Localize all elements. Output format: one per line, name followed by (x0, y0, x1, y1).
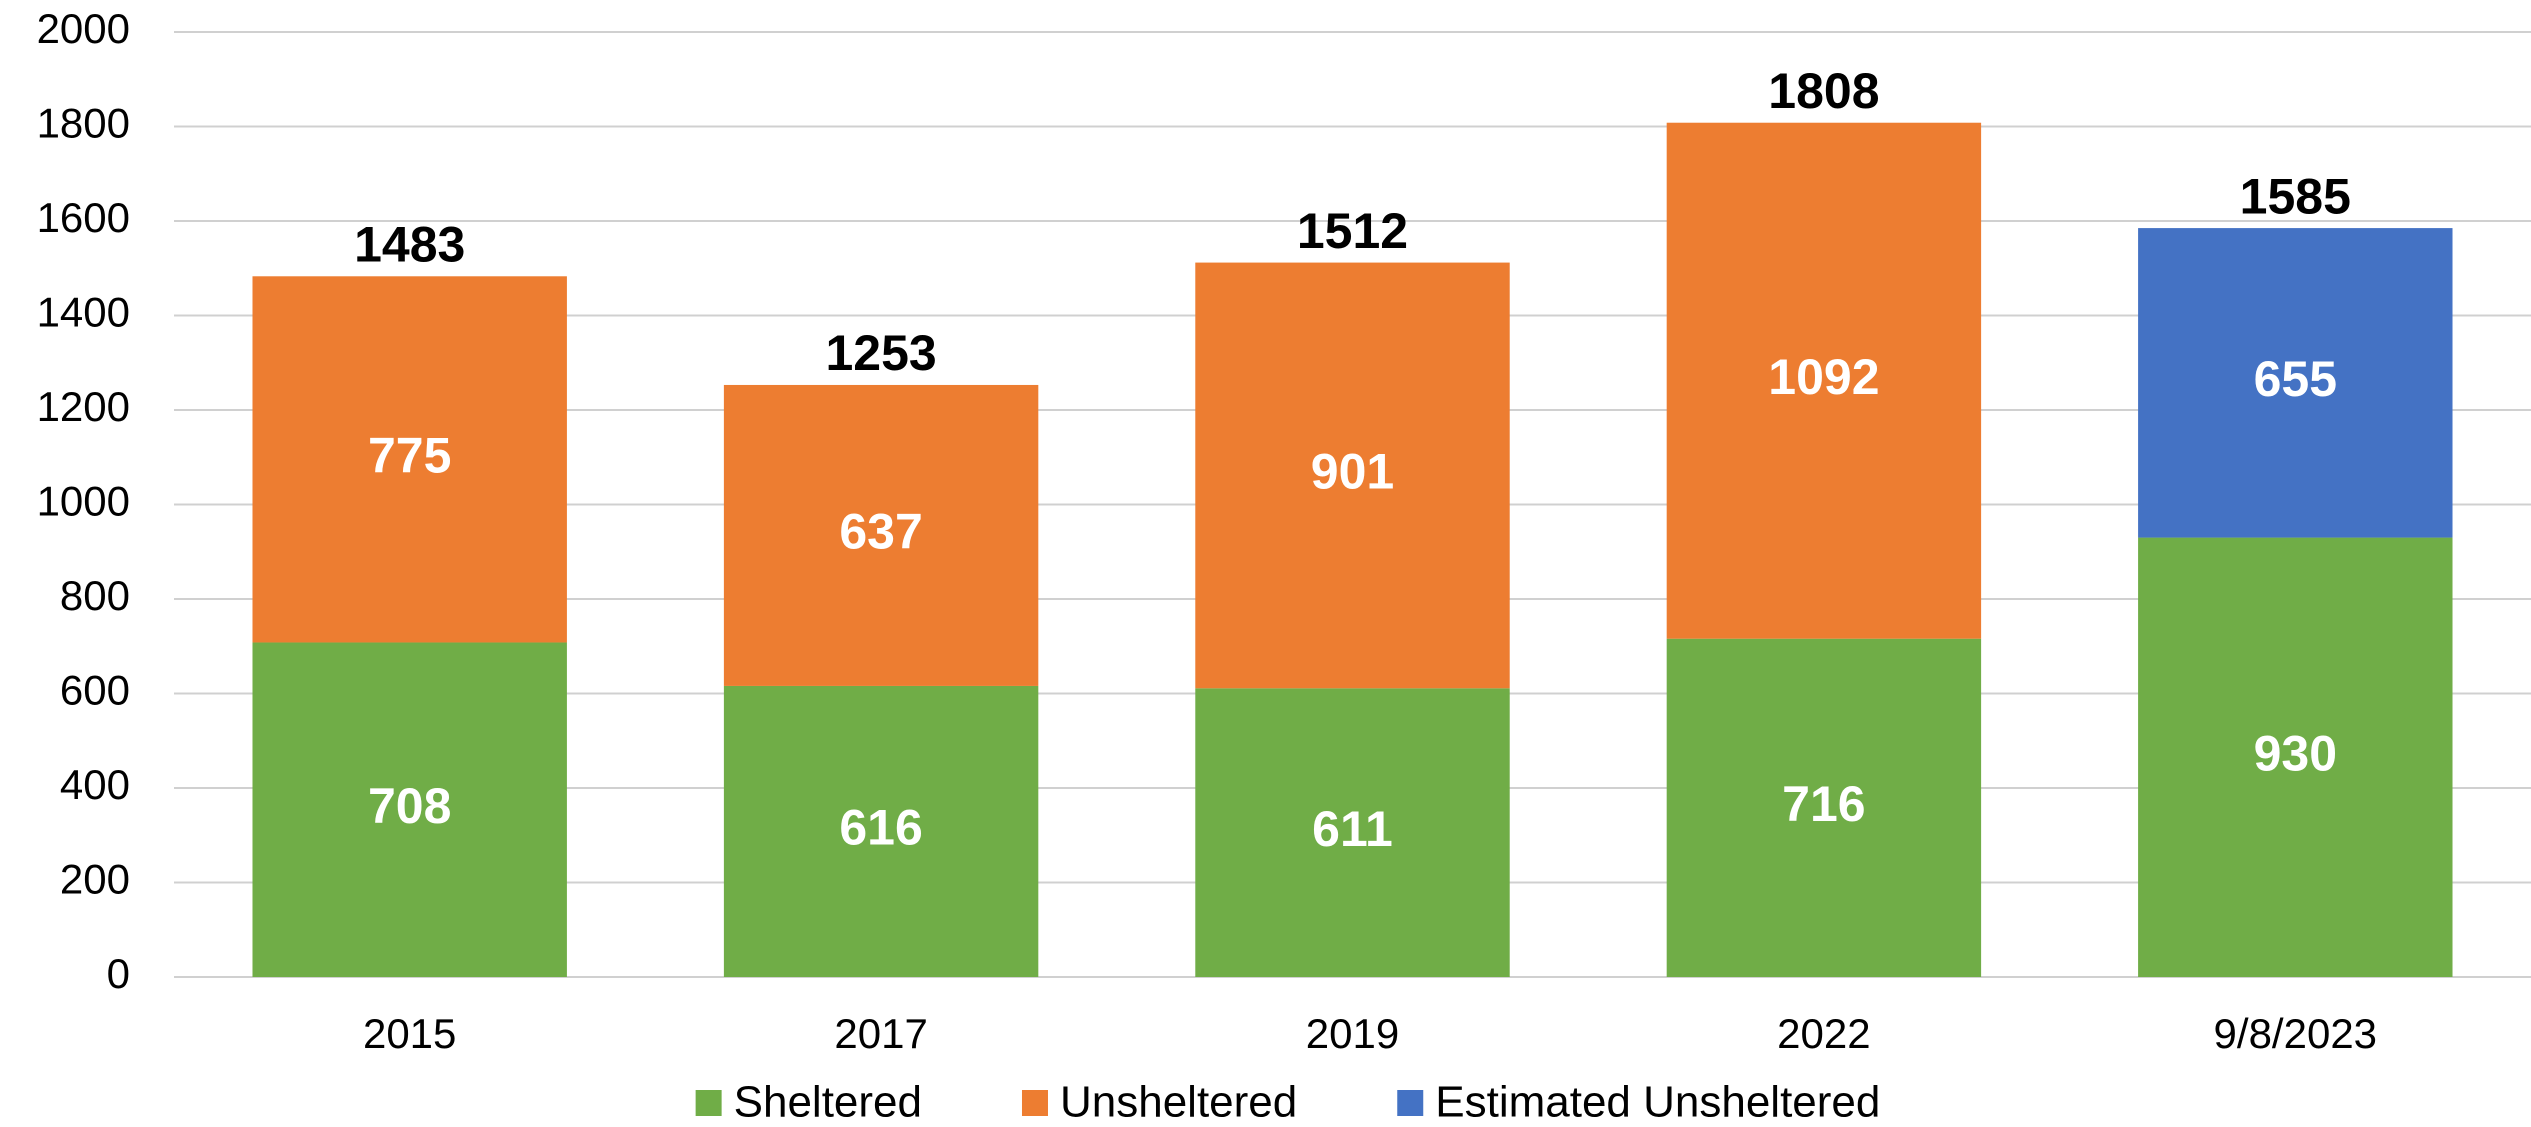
legend-swatch (695, 1090, 722, 1116)
y-tick-label: 1200 (37, 383, 130, 430)
data-label: 655 (2254, 351, 2337, 407)
total-label: 1808 (1768, 63, 1879, 119)
bar-segment (1195, 688, 1510, 977)
bar-segment (252, 642, 567, 977)
data-label: 616 (839, 800, 922, 856)
y-tick-label: 1800 (37, 100, 130, 147)
y-tick-label: 0 (107, 950, 130, 997)
data-label: 901 (1311, 444, 1394, 500)
data-label: 708 (368, 778, 451, 834)
y-tick-label: 2000 (37, 5, 130, 52)
data-label: 611 (1312, 801, 1393, 857)
data-label: 775 (368, 428, 451, 484)
total-label: 1483 (354, 216, 465, 272)
y-tick-label: 800 (60, 572, 130, 619)
bar-segment (1666, 122, 1982, 639)
y-tick-label: 200 (60, 856, 130, 903)
bar-segment (723, 685, 1039, 977)
legend-label: Estimated Unsheltered (1435, 1078, 1880, 1127)
total-label: 1253 (825, 325, 936, 381)
data-label: 637 (839, 504, 922, 560)
legend-label: Sheltered (734, 1078, 922, 1127)
y-tick-label: 1000 (37, 478, 130, 525)
bar-segment (1666, 638, 1982, 977)
bar-segment (252, 276, 567, 643)
bar-segment (1195, 262, 1510, 689)
x-tick-label: 2019 (1306, 1010, 1399, 1057)
x-tick-label: 2022 (1777, 1010, 1870, 1057)
bar-segment (723, 384, 1039, 686)
total-label: 1585 (2240, 168, 2351, 224)
legend-swatch (1021, 1090, 1048, 1116)
data-label: 1092 (1768, 349, 1879, 405)
total-label: 1512 (1297, 203, 1408, 259)
x-tick-label: 2017 (834, 1010, 927, 1057)
y-tick-label: 1400 (37, 289, 130, 336)
bar-segment (2138, 537, 2453, 977)
legend-label: Unsheltered (1060, 1078, 1297, 1127)
bar-segment (2138, 228, 2453, 538)
y-tick-label: 1600 (37, 194, 130, 241)
legend-swatch (1397, 1090, 1424, 1116)
x-tick-label: 2015 (363, 1010, 456, 1057)
y-tick-label: 400 (60, 761, 130, 808)
y-tick-label: 600 (60, 667, 130, 714)
data-label: 930 (2254, 725, 2337, 781)
x-tick-label: 9/8/2023 (2214, 1010, 2378, 1057)
data-label: 716 (1782, 776, 1865, 832)
